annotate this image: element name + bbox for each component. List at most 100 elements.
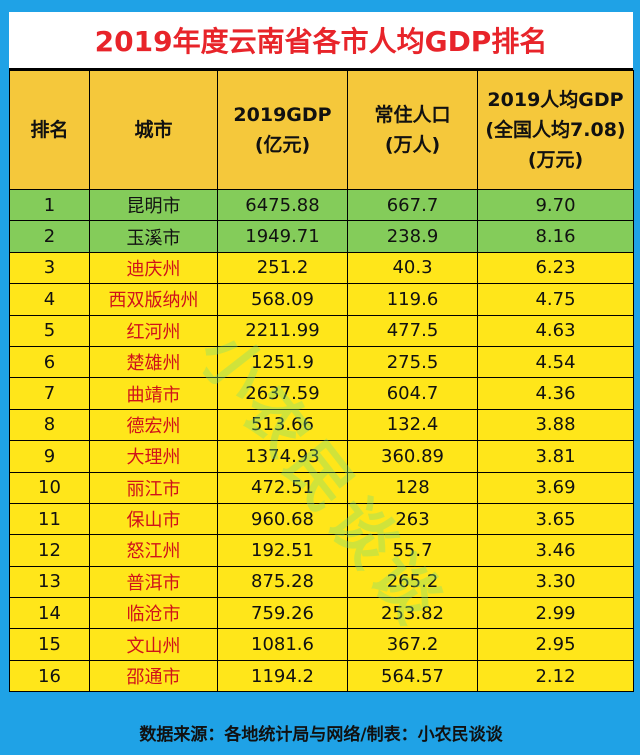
city-cell: 红河州 — [89, 314, 218, 347]
population-cell: 55.7 — [347, 534, 478, 567]
table-row: 13 普洱市 875.28 265.2 3.30 — [9, 565, 634, 599]
city-cell: 楚雄州 — [89, 345, 218, 379]
gdp-cell: 192.51 — [217, 534, 348, 567]
table-row: 4 西双版纳州 568.09 119.6 4.75 — [9, 283, 634, 316]
gdp-cell: 472.51 — [217, 471, 348, 504]
city-cell: 玉溪市 — [89, 220, 218, 253]
per-capita-cell: 6.23 — [477, 251, 634, 285]
rank-cell: 10 — [9, 471, 90, 504]
per-capita-cell: 9.70 — [477, 188, 634, 222]
table-row: 11 保山市 960.68 263 3.65 — [9, 502, 634, 536]
header-rank: 排名 — [9, 70, 90, 190]
table-row: 6 楚雄州 1251.9 275.5 4.54 — [9, 345, 634, 379]
header-city: 城市 — [89, 70, 218, 190]
rank-cell: 4 — [9, 283, 90, 316]
rank-cell: 1 — [9, 188, 90, 222]
population-cell: 263 — [347, 502, 478, 536]
rank-cell: 6 — [9, 345, 90, 379]
per-capita-cell: 2.12 — [477, 659, 634, 693]
rank-cell: 3 — [9, 251, 90, 285]
table-row: 2 玉溪市 1949.71 238.9 8.16 — [9, 220, 634, 253]
table-row: 15 文山州 1081.6 367.2 2.95 — [9, 628, 634, 661]
population-cell: 667.7 — [347, 188, 478, 222]
gdp-cell: 1251.9 — [217, 345, 348, 379]
population-cell: 265.2 — [347, 565, 478, 599]
table-row: 7 曲靖市 2637.59 604.7 4.36 — [9, 377, 634, 410]
gdp-cell: 1374.93 — [217, 440, 348, 473]
per-capita-cell: 3.88 — [477, 408, 634, 442]
population-cell: 132.4 — [347, 408, 478, 442]
rank-cell: 7 — [9, 377, 90, 410]
population-cell: 477.5 — [347, 314, 478, 347]
population-cell: 253.82 — [347, 597, 478, 630]
table-row: 3 迪庆州 251.2 40.3 6.23 — [9, 251, 634, 285]
per-capita-cell: 3.46 — [477, 534, 634, 567]
source-footer: 数据来源：各地统计局与网络/制表：小农民谈谈 — [9, 710, 633, 755]
rank-cell: 13 — [9, 565, 90, 599]
population-cell: 119.6 — [347, 283, 478, 316]
per-capita-cell: 3.30 — [477, 565, 634, 599]
rank-cell: 2 — [9, 220, 90, 253]
gdp-cell: 1949.71 — [217, 220, 348, 253]
per-capita-cell: 3.65 — [477, 502, 634, 536]
population-cell: 128 — [347, 471, 478, 504]
city-cell: 昆明市 — [89, 188, 218, 222]
city-cell: 迪庆州 — [89, 251, 218, 285]
gdp-cell: 2211.99 — [217, 314, 348, 347]
population-cell: 564.57 — [347, 659, 478, 693]
gdp-cell: 568.09 — [217, 283, 348, 316]
header-gdp: 2019GDP (亿元) — [217, 70, 348, 190]
gdp-cell: 2637.59 — [217, 377, 348, 410]
table-header-row: 排名 城市 2019GDP (亿元) 常住人口 (万人) 2019人均GDP (… — [9, 70, 634, 190]
rank-cell: 8 — [9, 408, 90, 442]
header-per-capita: 2019人均GDP (全国人均7.08) (万元) — [477, 70, 634, 190]
gdp-cell: 513.66 — [217, 408, 348, 442]
gdp-cell: 875.28 — [217, 565, 348, 599]
gdp-cell: 960.68 — [217, 502, 348, 536]
population-cell: 238.9 — [347, 220, 478, 253]
gdp-cell: 6475.88 — [217, 188, 348, 222]
per-capita-cell: 4.63 — [477, 314, 634, 347]
city-cell: 保山市 — [89, 502, 218, 536]
city-cell: 丽江市 — [89, 471, 218, 504]
table-row: 5 红河州 2211.99 477.5 4.63 — [9, 314, 634, 347]
city-cell: 曲靖市 — [89, 377, 218, 410]
city-cell: 普洱市 — [89, 565, 218, 599]
city-cell: 临沧市 — [89, 597, 218, 630]
table-row: 10 丽江市 472.51 128 3.69 — [9, 471, 634, 504]
table-body: 1 昆明市 6475.88 667.7 9.70 2 玉溪市 1949.71 238.9 8.16… — [9, 188, 634, 693]
rank-cell: 12 — [9, 534, 90, 567]
per-capita-cell: 4.36 — [477, 377, 634, 410]
per-capita-cell: 3.69 — [477, 471, 634, 504]
city-cell: 邵通市 — [89, 659, 218, 693]
gdp-cell: 251.2 — [217, 251, 348, 285]
city-cell: 德宏州 — [89, 408, 218, 442]
header-population: 常住人口 (万人) — [347, 70, 478, 190]
city-cell: 西双版纳州 — [89, 283, 218, 316]
population-cell: 40.3 — [347, 251, 478, 285]
per-capita-cell: 3.81 — [477, 440, 634, 473]
per-capita-cell: 2.95 — [477, 628, 634, 661]
rank-cell: 16 — [9, 659, 90, 693]
population-cell: 604.7 — [347, 377, 478, 410]
population-cell: 275.5 — [347, 345, 478, 379]
ranking-table-frame: 2019年度云南省各市人均GDP排名 排名 城市 2019GDP (亿元) 常住… — [9, 12, 634, 693]
city-cell: 大理州 — [89, 440, 218, 473]
per-capita-cell: 4.75 — [477, 283, 634, 316]
table-row: 14 临沧市 759.26 253.82 2.99 — [9, 597, 634, 630]
table-row: 9 大理州 1374.93 360.89 3.81 — [9, 440, 634, 473]
city-cell: 文山州 — [89, 628, 218, 661]
table-row: 12 怒江州 192.51 55.7 3.46 — [9, 534, 634, 567]
rank-cell: 15 — [9, 628, 90, 661]
gdp-cell: 759.26 — [217, 597, 348, 630]
table-row: 8 德宏州 513.66 132.4 3.88 — [9, 408, 634, 442]
gdp-cell: 1194.2 — [217, 659, 348, 693]
table-row: 16 邵通市 1194.2 564.57 2.12 — [9, 659, 634, 693]
page-title: 2019年度云南省各市人均GDP排名 — [9, 12, 633, 70]
rank-cell: 11 — [9, 502, 90, 536]
per-capita-cell: 2.99 — [477, 597, 634, 630]
rank-cell: 14 — [9, 597, 90, 630]
ranking-table: 排名 城市 2019GDP (亿元) 常住人口 (万人) 2019人均GDP (… — [9, 70, 634, 693]
per-capita-cell: 8.16 — [477, 220, 634, 253]
city-cell: 怒江州 — [89, 534, 218, 567]
